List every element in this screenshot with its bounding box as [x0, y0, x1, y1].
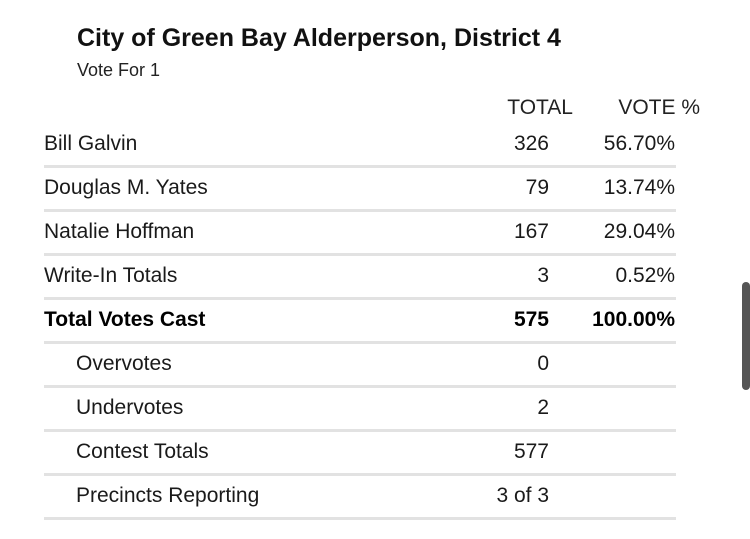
undervotes-label: Undervotes: [76, 396, 184, 419]
vote-percent: 29.04%: [603, 220, 675, 243]
table-row: Write-In Totals 3 0.52%: [44, 256, 676, 300]
row-divider: [44, 297, 676, 300]
vote-total: 79: [525, 176, 549, 199]
table-row: Overvotes 0: [44, 344, 676, 388]
table-row: Undervotes 2: [44, 388, 676, 432]
row-divider: [44, 473, 676, 476]
candidate-name: Douglas M. Yates: [44, 176, 208, 199]
scrollbar-thumb[interactable]: [742, 282, 750, 390]
table-row: Douglas M. Yates 79 13.74%: [44, 168, 676, 212]
undervotes-value: 2: [537, 396, 549, 419]
overvotes-value: 0: [537, 352, 549, 375]
write-in-label: Write-In Totals: [44, 264, 178, 287]
candidate-name: Bill Galvin: [44, 132, 138, 155]
row-divider: [44, 341, 676, 344]
table-row: Natalie Hoffman 167 29.04%: [44, 212, 676, 256]
vote-total: 3: [537, 264, 549, 287]
total-votes-percent: 100.00%: [592, 308, 675, 331]
row-divider: [44, 209, 676, 212]
precincts-reporting-label: Precincts Reporting: [76, 484, 260, 507]
vote-total: 167: [513, 220, 549, 243]
vote-total: 326: [513, 132, 549, 155]
column-header-vote-percent: VOTE %: [618, 96, 700, 119]
precincts-reporting-value: 3 of 3: [496, 484, 549, 507]
column-header-total: TOTAL: [507, 96, 573, 119]
overvotes-label: Overvotes: [76, 352, 172, 375]
table-row: Contest Totals 577: [44, 432, 676, 476]
total-votes-label: Total Votes Cast: [44, 308, 206, 331]
table-row: Precincts Reporting 3 of 3: [44, 476, 676, 520]
total-votes-value: 575: [513, 308, 549, 331]
row-divider: [44, 253, 676, 256]
table-row-total-votes: Total Votes Cast 575 100.00%: [44, 300, 676, 344]
contest-totals-value: 577: [513, 440, 549, 463]
candidate-name: Natalie Hoffman: [44, 220, 195, 243]
vote-percent: 0.52%: [615, 264, 675, 287]
vote-percent: 56.70%: [603, 132, 675, 155]
row-divider: [44, 517, 676, 520]
contest-subtitle: Vote For 1: [77, 60, 161, 80]
row-divider: [44, 165, 676, 168]
row-divider: [44, 385, 676, 388]
contest-totals-label: Contest Totals: [76, 440, 209, 463]
row-divider: [44, 429, 676, 432]
vote-percent: 13.74%: [603, 176, 675, 199]
contest-title: City of Green Bay Alderperson, District …: [77, 24, 561, 52]
table-row: Bill Galvin 326 56.70%: [44, 124, 676, 168]
